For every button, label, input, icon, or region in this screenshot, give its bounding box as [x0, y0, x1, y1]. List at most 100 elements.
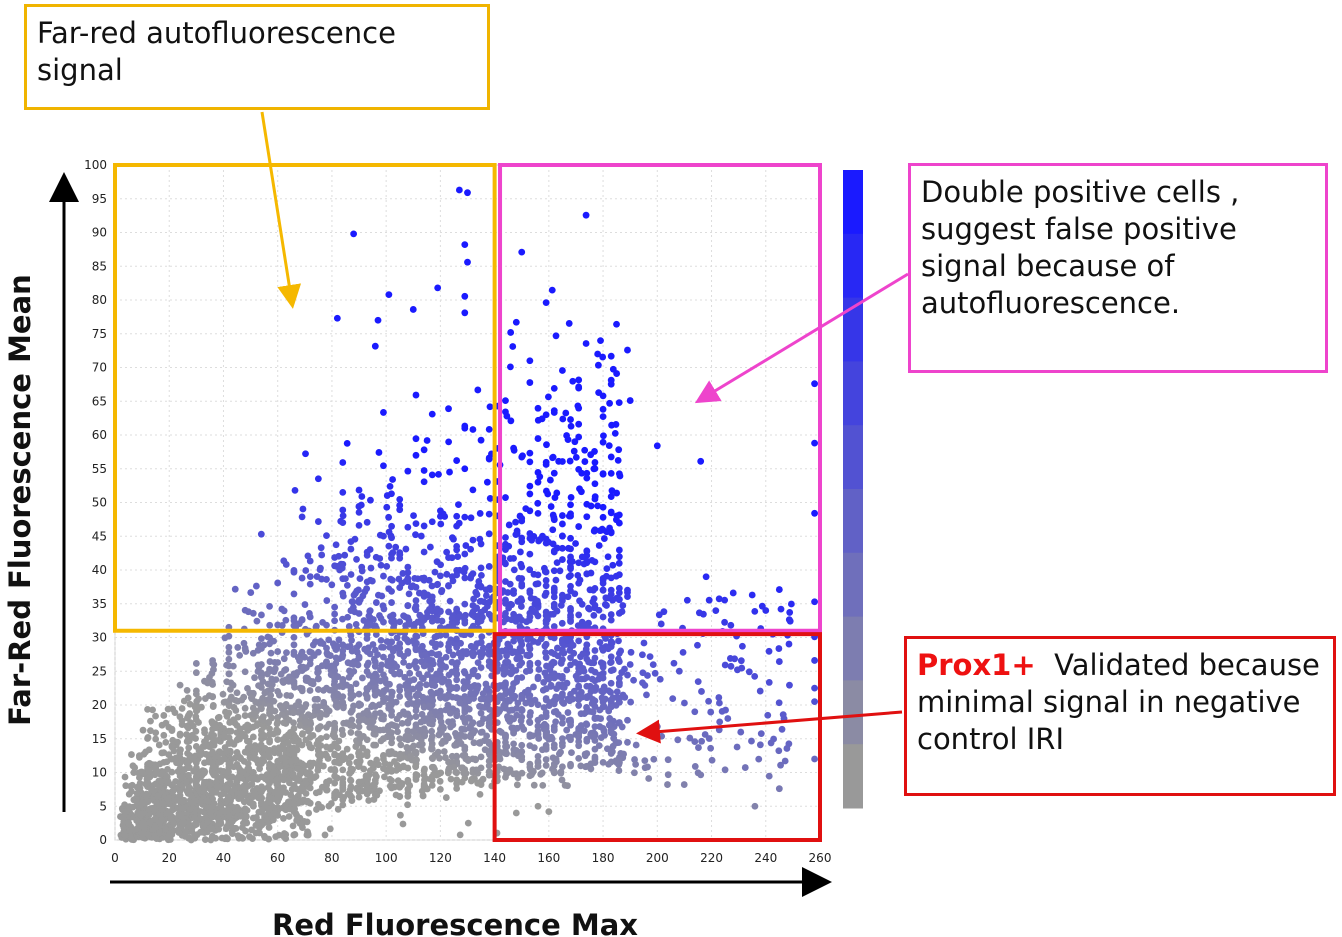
- data-point: [512, 318, 520, 326]
- data-point: [455, 501, 462, 509]
- data-point: [480, 715, 487, 723]
- y-tick-label: 65: [92, 394, 107, 408]
- data-point: [292, 734, 300, 741]
- tick-labels: 0 20 40 60 80 100 120 140 160 180 200 220 240 2600510…: [84, 158, 831, 865]
- data-point: [421, 776, 428, 784]
- data-point: [400, 658, 408, 666]
- data-point: [237, 812, 245, 820]
- data-point: [472, 756, 480, 764]
- data-point: [291, 805, 299, 813]
- data-point: [542, 299, 550, 306]
- data-point: [280, 814, 287, 822]
- data-point: [453, 635, 460, 643]
- data-point: [362, 709, 369, 717]
- data-point: [436, 507, 444, 515]
- data-point: [542, 654, 550, 661]
- data-point: [402, 732, 410, 740]
- data-point: [404, 467, 412, 475]
- data-point: [530, 744, 538, 752]
- data-point: [202, 742, 210, 749]
- data-point: [550, 567, 558, 575]
- y-tick-label: 20: [92, 698, 107, 712]
- data-point: [178, 774, 186, 782]
- data-point: [355, 702, 363, 710]
- data-point: [461, 550, 469, 558]
- data-point: [440, 748, 448, 755]
- data-point: [423, 437, 431, 444]
- data-point: [615, 553, 623, 561]
- data-point: [567, 716, 574, 724]
- data-point: [246, 833, 253, 841]
- data-point: [453, 522, 461, 530]
- data-point: [298, 616, 306, 623]
- data-point: [416, 680, 424, 688]
- data-point: [449, 651, 457, 659]
- data-point: [437, 656, 445, 664]
- data-point: [624, 716, 631, 724]
- data-point: [409, 728, 417, 736]
- data-point: [462, 650, 470, 658]
- data-point: [811, 755, 818, 763]
- data-point: [582, 340, 590, 347]
- data-point: [606, 714, 614, 722]
- data-point: [241, 704, 249, 712]
- data-point: [162, 825, 169, 833]
- data-point: [626, 397, 634, 404]
- data-point: [138, 768, 146, 776]
- data-point: [432, 708, 439, 716]
- data-point: [276, 763, 284, 770]
- data-point: [406, 677, 414, 685]
- data-point: [128, 836, 136, 843]
- data-point: [396, 618, 404, 626]
- data-point: [550, 548, 558, 556]
- data-point: [259, 713, 267, 721]
- data-point: [207, 808, 215, 816]
- data-point: [223, 747, 231, 755]
- data-point: [461, 292, 469, 300]
- data-point: [502, 750, 509, 757]
- data-point: [588, 666, 595, 674]
- data-point: [329, 640, 337, 648]
- data-point: [542, 685, 550, 693]
- data-point: [322, 750, 329, 758]
- data-point: [498, 681, 506, 689]
- data-point: [757, 730, 765, 738]
- data-point: [208, 813, 216, 821]
- double-positive-callout: Double positive cells , suggest false po…: [908, 163, 1328, 373]
- data-point: [353, 648, 361, 656]
- data-point: [571, 590, 579, 598]
- data-point: [347, 783, 355, 791]
- data-point: [467, 689, 475, 697]
- data-point: [528, 536, 536, 544]
- data-point: [575, 523, 583, 530]
- data-point: [421, 732, 429, 740]
- data-point: [207, 824, 215, 832]
- data-point: [431, 682, 439, 690]
- data-point: [721, 618, 728, 626]
- data-point: [323, 576, 330, 583]
- data-point: [609, 742, 617, 750]
- data-point: [301, 762, 309, 770]
- data-point: [600, 535, 608, 542]
- y-tick-label: 35: [92, 597, 107, 611]
- data-point: [331, 767, 339, 775]
- data-point: [169, 787, 177, 795]
- data-point: [364, 659, 372, 667]
- data-point: [412, 721, 420, 729]
- data-point: [502, 544, 509, 552]
- data-point: [542, 762, 550, 769]
- data-point: [559, 532, 566, 540]
- data-point: [199, 784, 207, 792]
- data-point: [261, 751, 269, 759]
- data-point: [599, 405, 607, 413]
- data-point: [615, 446, 623, 454]
- data-point: [581, 750, 589, 758]
- data-point: [366, 546, 374, 553]
- data-point: [502, 732, 509, 740]
- data-point: [359, 592, 367, 600]
- data-point: [305, 727, 312, 735]
- data-point: [325, 720, 333, 728]
- data-point: [272, 676, 280, 684]
- data-point: [201, 729, 209, 737]
- data-point: [190, 767, 198, 775]
